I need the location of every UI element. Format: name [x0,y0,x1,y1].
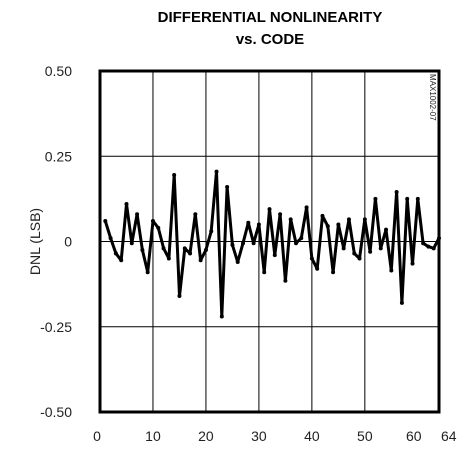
data-point [293,241,298,246]
data-point [320,213,325,218]
data-point [304,205,309,210]
x-tick-label: 10 [145,428,161,444]
data-point [315,266,320,271]
data-point [161,246,166,251]
data-point [384,227,389,232]
data-point [124,201,129,206]
data-point [198,258,203,263]
data-point [362,217,367,222]
data-point [405,196,410,201]
data-point [251,241,256,246]
y-axis-label: DNL (LSB) [27,208,43,275]
chart-subtitle: vs. CODE [236,31,304,48]
grid-lines [100,71,439,412]
data-point [256,222,261,227]
data-point [182,246,187,251]
data-point [394,190,399,195]
data-point [426,244,431,249]
plot-frame [98,69,441,414]
data-point [341,246,346,251]
data-point [219,314,224,319]
data-point [283,278,288,283]
x-tick-label: 60 [406,428,422,444]
data-point [235,259,240,264]
x-tick-label: 40 [304,428,320,444]
data-point [119,258,124,263]
data-point [230,242,235,247]
data-point [108,236,113,241]
data-point [166,256,171,261]
data-point [135,212,140,217]
data-point [346,217,351,222]
data-point [241,241,246,246]
data-point [113,251,118,256]
y-tick-label: 0.50 [45,63,72,79]
data-point [389,268,394,273]
data-point [177,294,182,299]
data-point [214,169,219,174]
data-point [352,251,357,256]
x-tick-label: 20 [198,428,214,444]
data-point [209,229,214,234]
data-point [267,207,272,212]
data-point [188,251,193,256]
y-tick-label: 0 [64,234,72,250]
data-point [368,249,373,254]
data-point [225,184,230,189]
data-point [410,261,415,266]
figure-id: MAX1002-07 [428,74,437,121]
data-point [262,270,267,275]
data-point [145,270,150,275]
data-point [246,220,251,225]
data-point [399,300,404,305]
data-point [172,173,177,178]
y-tick-label: -0.50 [40,404,72,420]
x-tick-label: 50 [357,428,373,444]
chart-title: DIFFERENTIAL NONLINEARITY [158,9,383,26]
data-point [140,248,145,253]
data-point [278,212,283,217]
y-tick-label: -0.25 [40,319,72,335]
dnl-series-line [103,170,441,318]
data-point [193,212,198,217]
data-point [299,236,304,241]
x-tick-labels: 0 10 20 30 40 50 60 64 [93,428,457,444]
y-tick-label: 0.25 [45,148,72,164]
data-point [415,196,420,201]
data-point [103,219,108,224]
data-point [203,248,208,253]
data-point [336,222,341,227]
data-point [437,236,441,241]
data-point [331,270,336,275]
data-point [357,256,362,261]
x-tick-label: 0 [93,428,101,444]
data-point [129,241,134,246]
data-point [431,246,436,251]
data-point [378,246,383,251]
data-point [288,217,293,222]
data-point [272,253,277,258]
y-tick-labels: 0.50 0.25 0 -0.25 -0.50 [40,63,72,420]
data-point [421,241,426,246]
x-tick-label: 64 [441,428,457,444]
data-point [309,256,314,261]
data-point [150,219,155,224]
data-point [325,224,330,229]
series-group [103,169,441,319]
data-point [373,196,378,201]
x-tick-label: 30 [251,428,267,444]
data-point [156,225,161,230]
